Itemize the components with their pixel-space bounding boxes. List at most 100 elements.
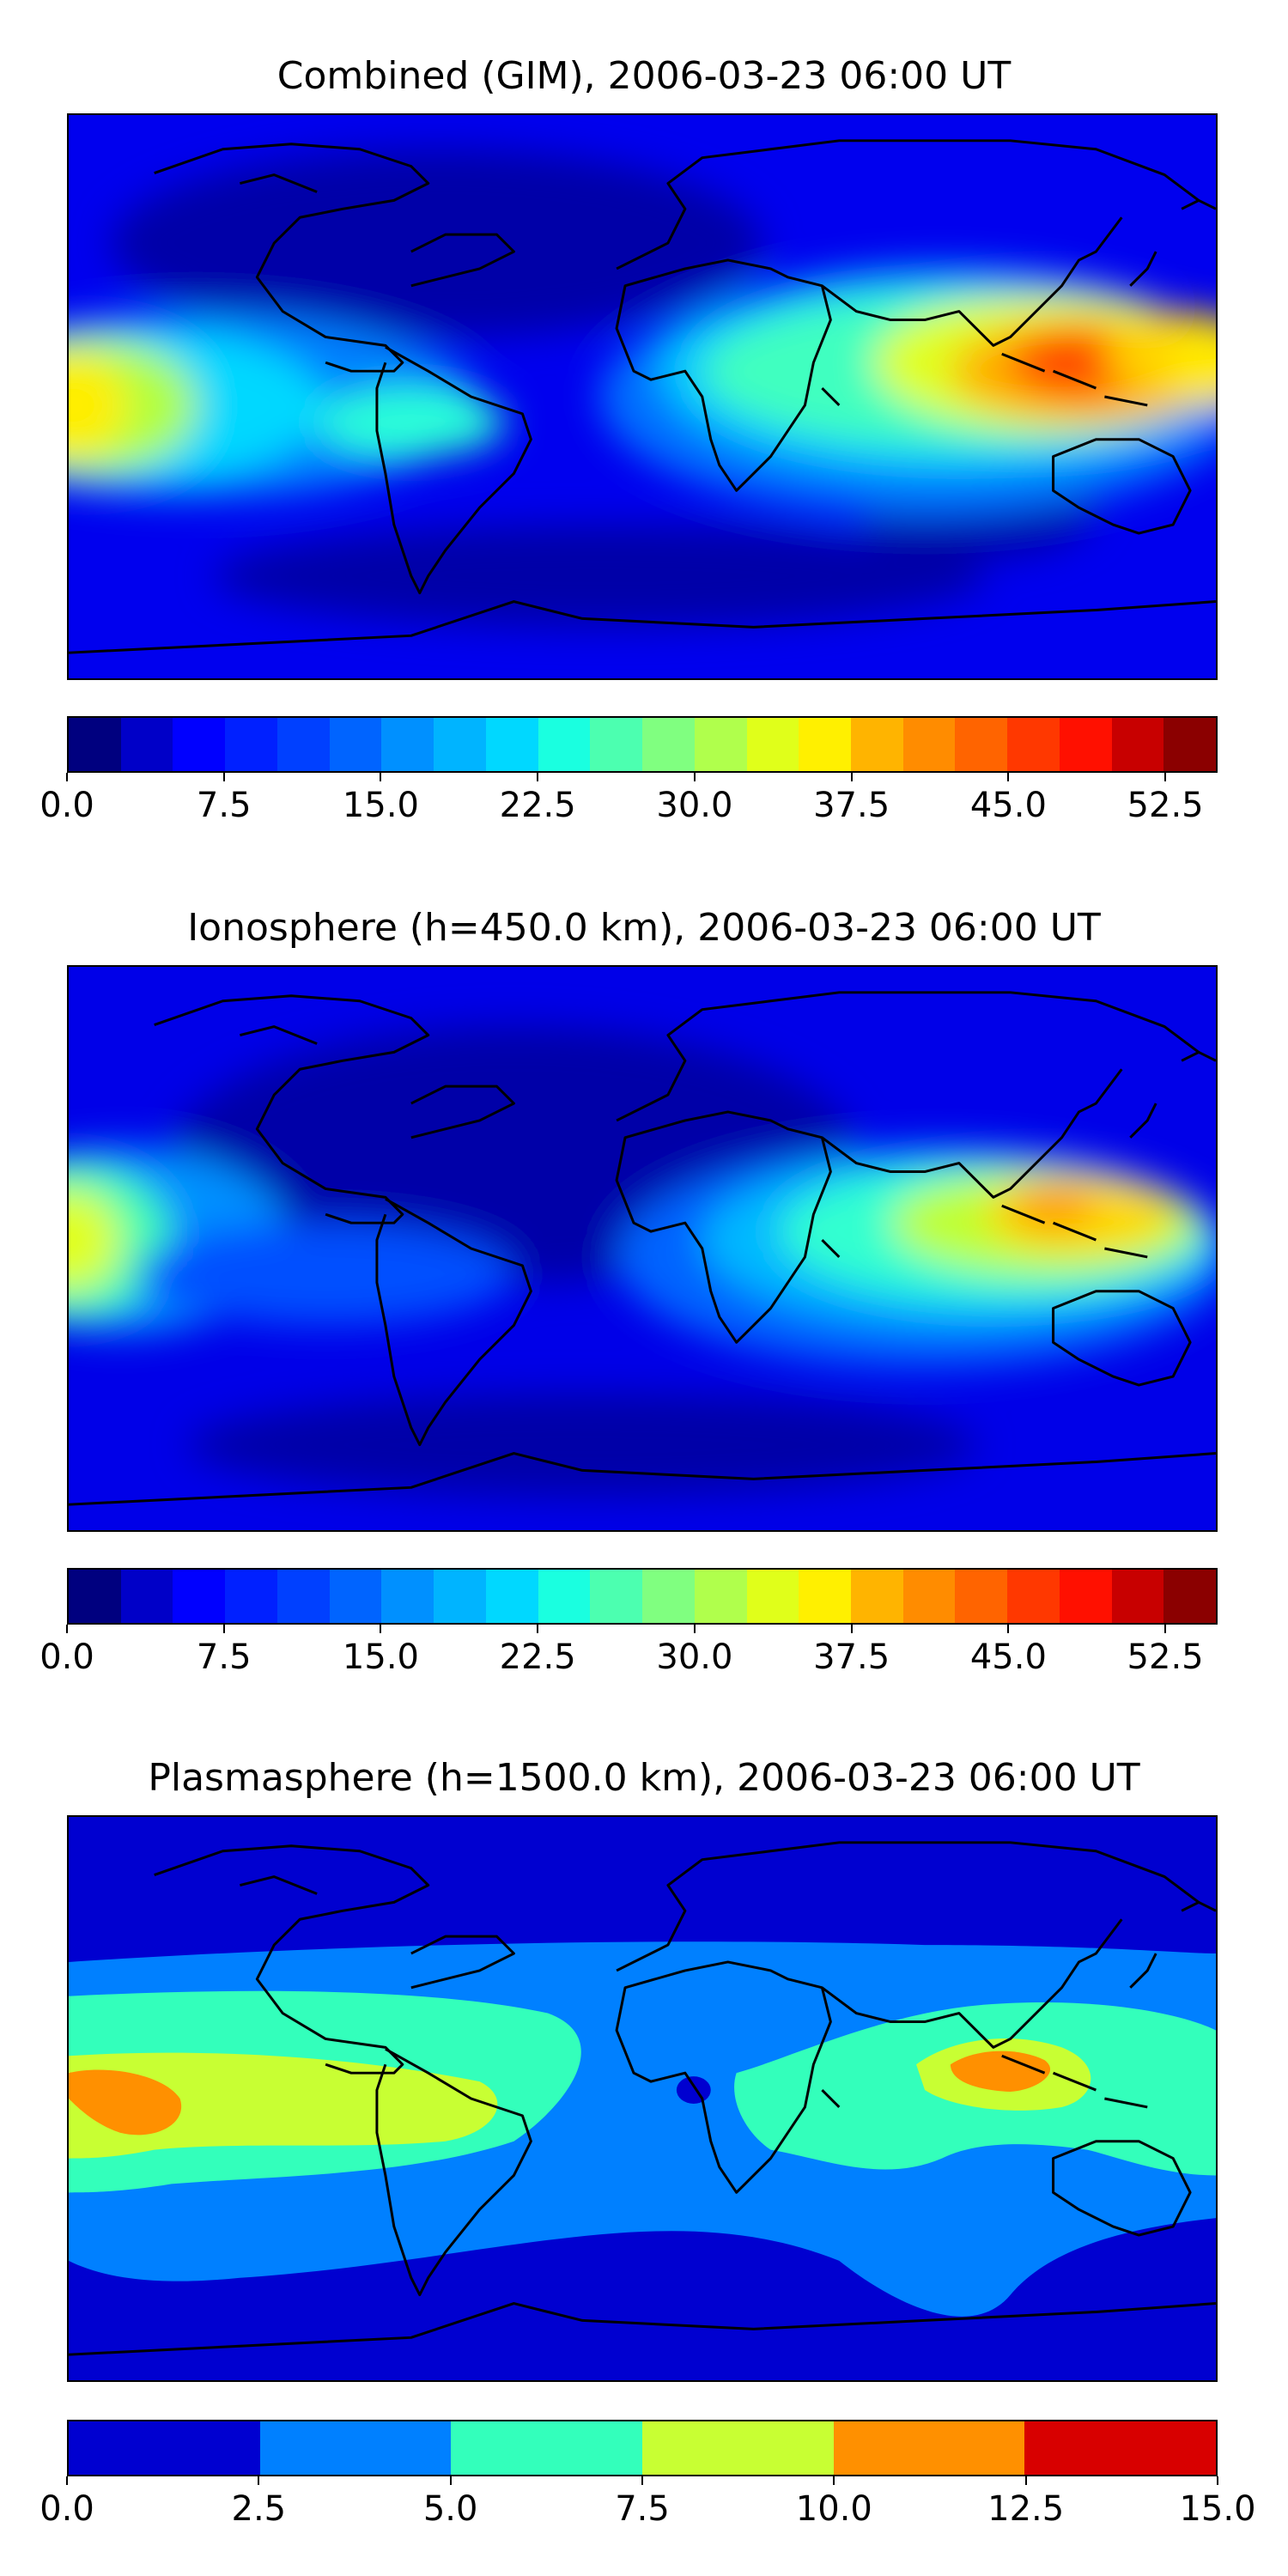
colorbar-segment	[642, 1570, 695, 1623]
ionosphere-colorbar-ticks: 0.0 7.5 15.0 22.5 30.0 37.5 45.0 52.5	[39, 1625, 1218, 1677]
colorbar-tick	[66, 2476, 68, 2485]
colorbar-tick-label: 30.0	[656, 1637, 733, 1677]
panel-1-title: Combined (GIM), 2006-03-23 06:00 UT	[276, 54, 1012, 98]
colorbar-segment	[1111, 1570, 1164, 1623]
colorbar-tick	[222, 773, 225, 781]
colorbar-tick	[1024, 2476, 1027, 2485]
colorbar-tick	[537, 1625, 539, 1633]
ionosphere-tec-map	[67, 965, 1218, 1532]
colorbar-tick-label: 45.0	[969, 786, 1047, 825]
colorbar-tick	[380, 773, 382, 781]
coastlines	[69, 991, 1216, 1506]
colorbar-tick	[850, 1625, 853, 1633]
colorbar-segment	[1059, 718, 1112, 771]
combined-tec-map-canvas	[69, 115, 1216, 678]
colorbar-tick-label: 7.5	[196, 1637, 252, 1677]
colorbar-segment	[538, 718, 591, 771]
colorbar-segment	[173, 718, 226, 771]
colorbar-tick-label: 7.5	[615, 2489, 670, 2529]
colorbar-segment	[746, 1570, 799, 1623]
colorbar-tick-label: 7.5	[196, 786, 252, 825]
colorbar-segment	[69, 1570, 121, 1623]
colorbar-tick	[1217, 2476, 1218, 2485]
coastlines	[69, 139, 1216, 654]
colorbar-segment	[799, 1570, 852, 1623]
colorbar-tick	[1164, 1625, 1167, 1633]
combined-colorbar	[67, 716, 1218, 773]
colorbar-tick-label: 12.5	[987, 2489, 1065, 2529]
colorbar-tick-label: 15.0	[342, 786, 419, 825]
colorbar-segment	[642, 2421, 834, 2475]
colorbar-segment	[694, 1570, 747, 1623]
colorbar-tick	[537, 773, 539, 781]
combined-colorbar-ticks: 0.0 7.5 15.0 22.5 30.0 37.5 45.0 52.5	[39, 773, 1218, 825]
colorbar-tick	[258, 2476, 260, 2485]
colorbar-segment	[746, 718, 799, 771]
plasmasphere-tec-map-canvas	[69, 1817, 1216, 2380]
colorbar-segment	[276, 718, 330, 771]
colorbar-segment	[590, 718, 643, 771]
colorbar-tick	[1164, 773, 1167, 781]
colorbar-segment	[434, 1570, 486, 1623]
colorbar-segment	[259, 2421, 452, 2475]
colorbar-segment	[69, 2421, 260, 2475]
colorbar-tick	[66, 773, 68, 781]
colorbar-tick	[850, 773, 853, 781]
colorbar-tick-label: 22.5	[499, 1637, 576, 1677]
colorbar-tick	[66, 1625, 68, 1633]
colorbar-segment	[799, 718, 852, 771]
colorbar-tick-label: 22.5	[499, 786, 576, 825]
colorbar-segment	[69, 718, 121, 771]
colorbar-segment	[451, 2421, 643, 2475]
colorbar-tick-label: 2.5	[231, 2489, 287, 2529]
colorbar-tick	[449, 2476, 452, 2485]
colorbar-tick-label: 30.0	[656, 786, 733, 825]
ionosphere-tec-map-canvas	[69, 967, 1216, 1530]
colorbar-segment	[225, 1570, 277, 1623]
colorbar-segment	[902, 718, 956, 771]
colorbar-tick-label: 52.5	[1127, 786, 1204, 825]
colorbar-tick	[641, 2476, 643, 2485]
plasmasphere-tec-map	[67, 1815, 1218, 2382]
colorbar-segment	[955, 1570, 1008, 1623]
colorbar-segment	[120, 1570, 173, 1623]
colorbar-tick	[693, 1625, 696, 1633]
colorbar-segment	[329, 1570, 382, 1623]
colorbar-tick	[222, 1625, 225, 1633]
colorbar-segment	[276, 1570, 330, 1623]
colorbar-tick-label: 37.5	[813, 1637, 890, 1677]
colorbar-tick	[380, 1625, 382, 1633]
colorbar-segment	[851, 1570, 903, 1623]
colorbar-tick	[1007, 1625, 1010, 1633]
colorbar-tick-label: 5.0	[422, 2489, 478, 2529]
plasmasphere-colorbar	[67, 2420, 1218, 2476]
colorbar-segment	[538, 1570, 591, 1623]
colorbar-tick-label: 15.0	[1179, 2489, 1256, 2529]
colorbar-segment	[329, 718, 382, 771]
colorbar-segment	[381, 718, 434, 771]
colorbar-segment	[1007, 718, 1060, 771]
colorbar-segment	[434, 718, 486, 771]
colorbar-segment	[381, 1570, 434, 1623]
colorbar-tick-label: 45.0	[969, 1637, 1047, 1677]
colorbar-segment	[173, 1570, 226, 1623]
colorbar-segment	[485, 1570, 538, 1623]
colorbar-tick-label: 37.5	[813, 786, 890, 825]
combined-tec-map	[67, 113, 1218, 680]
colorbar-segment	[485, 718, 538, 771]
colorbar-tick	[1007, 773, 1010, 781]
colorbar-segment	[1111, 718, 1164, 771]
colorbar-segment	[1163, 1570, 1217, 1623]
colorbar-tick-label: 10.0	[795, 2489, 872, 2529]
colorbar-segment	[1007, 1570, 1060, 1623]
panel-3-title: Plasmasphere (h=1500.0 km), 2006-03-23 0…	[148, 1756, 1140, 1800]
colorbar-segment	[225, 718, 277, 771]
colorbar-segment	[1059, 1570, 1112, 1623]
colorbar-segment	[642, 718, 695, 771]
panel-2-title: Ionosphere (h=450.0 km), 2006-03-23 06:0…	[187, 906, 1101, 950]
colorbar-segment	[833, 2421, 1025, 2475]
colorbar-segment	[902, 1570, 956, 1623]
colorbar-segment	[851, 718, 903, 771]
colorbar-segment	[590, 1570, 643, 1623]
colorbar-tick	[833, 2476, 835, 2485]
